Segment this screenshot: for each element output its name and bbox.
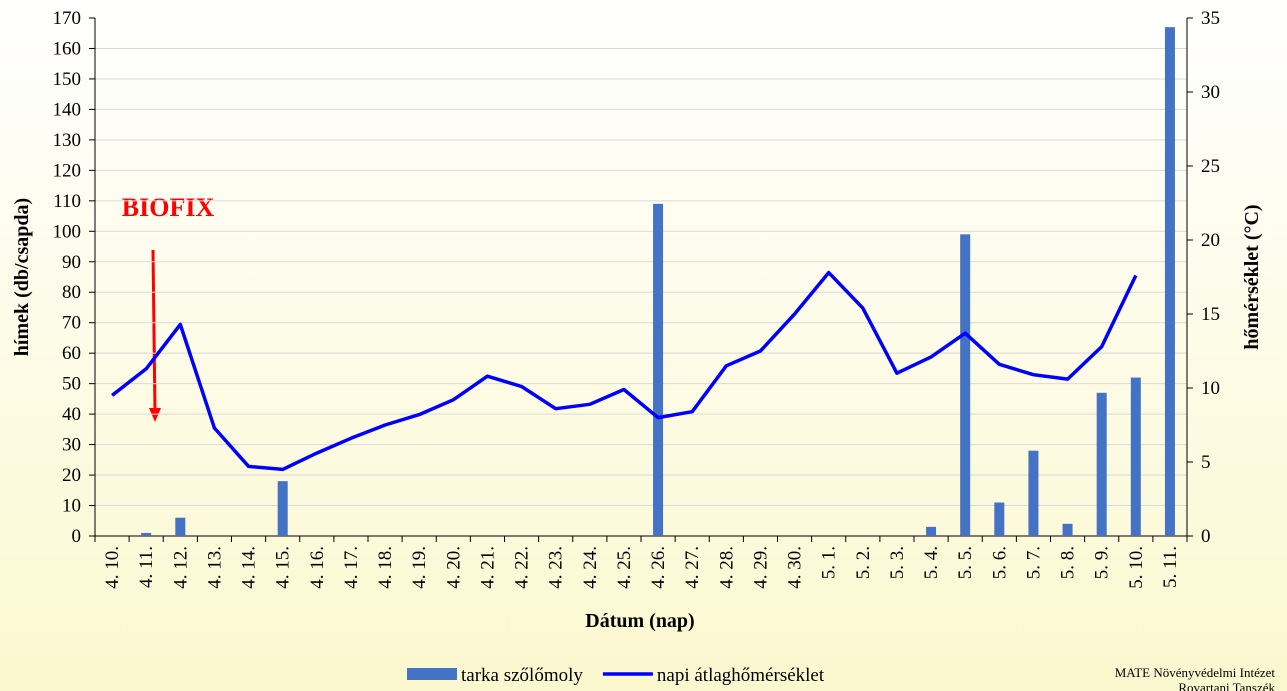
x-tick-label: 4. 24.	[580, 546, 601, 589]
x-tick-label: 5. 3.	[887, 546, 908, 579]
annotation: BIOFIX	[122, 193, 215, 222]
x-tick-label: 5. 5.	[955, 546, 976, 579]
x-tick-label: 5. 8.	[1058, 546, 1079, 579]
y2-tick-label: 5	[1201, 452, 1211, 473]
legend-label: napi átlaghőmérséklet	[657, 665, 825, 686]
y-tick-label: 150	[53, 69, 82, 90]
legend-label: tarka szőlőmoly	[461, 665, 583, 686]
bar	[175, 517, 186, 536]
x-tick-label: 4. 17.	[341, 546, 362, 589]
y-tick-label: 110	[53, 191, 81, 212]
bar	[1130, 377, 1141, 536]
y2-tick-label: 30	[1201, 82, 1220, 103]
y-tick-label: 20	[62, 465, 81, 486]
x-tick-label: 5. 6.	[989, 546, 1010, 579]
y-axis-title: hímek (db/csapda)	[11, 198, 33, 356]
x-tick-label: 4. 15.	[273, 546, 294, 589]
x-tick-label: 4. 25.	[614, 546, 635, 589]
bar	[1164, 27, 1175, 537]
y2-tick-label: 0	[1201, 526, 1211, 547]
y2-tick-label: 35	[1201, 8, 1220, 29]
x-tick-label: 4. 29.	[750, 546, 771, 589]
bar	[1028, 450, 1039, 536]
y-tick-label: 100	[53, 221, 82, 242]
y-tick-label: 120	[53, 160, 82, 181]
y-tick-label: 30	[62, 435, 81, 456]
bar	[926, 526, 937, 536]
y-tick-label: 130	[53, 130, 82, 151]
y2-tick-label: 25	[1201, 156, 1220, 177]
x-tick-label: 4. 22.	[512, 546, 533, 589]
x-tick-label: 5. 9.	[1092, 546, 1113, 579]
y-tick-label: 0	[72, 526, 82, 547]
x-tick-label: 4. 23.	[546, 546, 567, 589]
annotation-arrowhead	[149, 408, 161, 422]
line	[111, 270, 1138, 472]
x-axis-title: Dátum (nap)	[585, 610, 694, 632]
source: MATE Növényvédelmi Intézet	[1115, 665, 1276, 680]
x-tick-label: 5. 7.	[1023, 546, 1044, 579]
y-tick-label: 80	[62, 282, 81, 303]
y-tick-label: 170	[53, 8, 82, 29]
legend-swatch	[407, 668, 457, 680]
y-tick-label: 140	[53, 99, 82, 120]
x-tick-label: 5. 11.	[1160, 546, 1181, 588]
y-tick-label: 50	[62, 374, 81, 395]
x-tick-label: 5. 10.	[1126, 546, 1147, 589]
y-tick-label: 40	[62, 404, 81, 425]
source: Rovartani Tanszék	[1178, 680, 1275, 691]
x-tick-label: 4. 21.	[477, 546, 498, 589]
x-tick-label: 4. 28.	[716, 546, 737, 589]
x-tick-label: 4. 14.	[239, 546, 260, 589]
x-tick-label: 4. 20.	[443, 546, 464, 589]
x-tick-label: 4. 26.	[648, 546, 669, 589]
x-tick-label: 4. 18.	[375, 546, 396, 589]
bar	[1062, 523, 1073, 536]
x-tick-label: 4. 13.	[204, 546, 225, 589]
y-tick-label: 160	[53, 38, 82, 59]
y2-tick-label: 20	[1201, 230, 1220, 251]
bar	[960, 234, 971, 536]
bar	[1096, 392, 1107, 536]
y-tick-label: 60	[62, 343, 81, 364]
bar	[994, 502, 1005, 536]
x-tick-label: 5. 1.	[819, 546, 840, 579]
x-tick-label: 4. 10.	[102, 546, 123, 589]
y2-axis-title: hőmérséklet (°C)	[1241, 204, 1263, 349]
x-tick-label: 4. 30.	[785, 546, 806, 589]
bar	[653, 203, 664, 536]
bar	[277, 481, 288, 536]
x-tick-label: 4. 16.	[307, 546, 328, 589]
y-tick-label: 70	[62, 313, 81, 334]
bar	[141, 532, 152, 536]
annotation-arrow	[151, 249, 157, 413]
x-tick-label: 5. 2.	[853, 546, 874, 579]
x-tick-label: 4. 27.	[682, 546, 703, 589]
y-tick-label: 10	[62, 496, 81, 517]
y2-tick-label: 15	[1201, 304, 1220, 325]
x-tick-label: 4. 19.	[409, 546, 430, 589]
x-tick-label: 4. 12.	[170, 546, 191, 589]
x-tick-label: 5. 4.	[921, 546, 942, 579]
y2-tick-label: 10	[1201, 378, 1220, 399]
y-tick-label: 90	[62, 252, 81, 273]
x-tick-label: 4. 11.	[136, 546, 157, 588]
